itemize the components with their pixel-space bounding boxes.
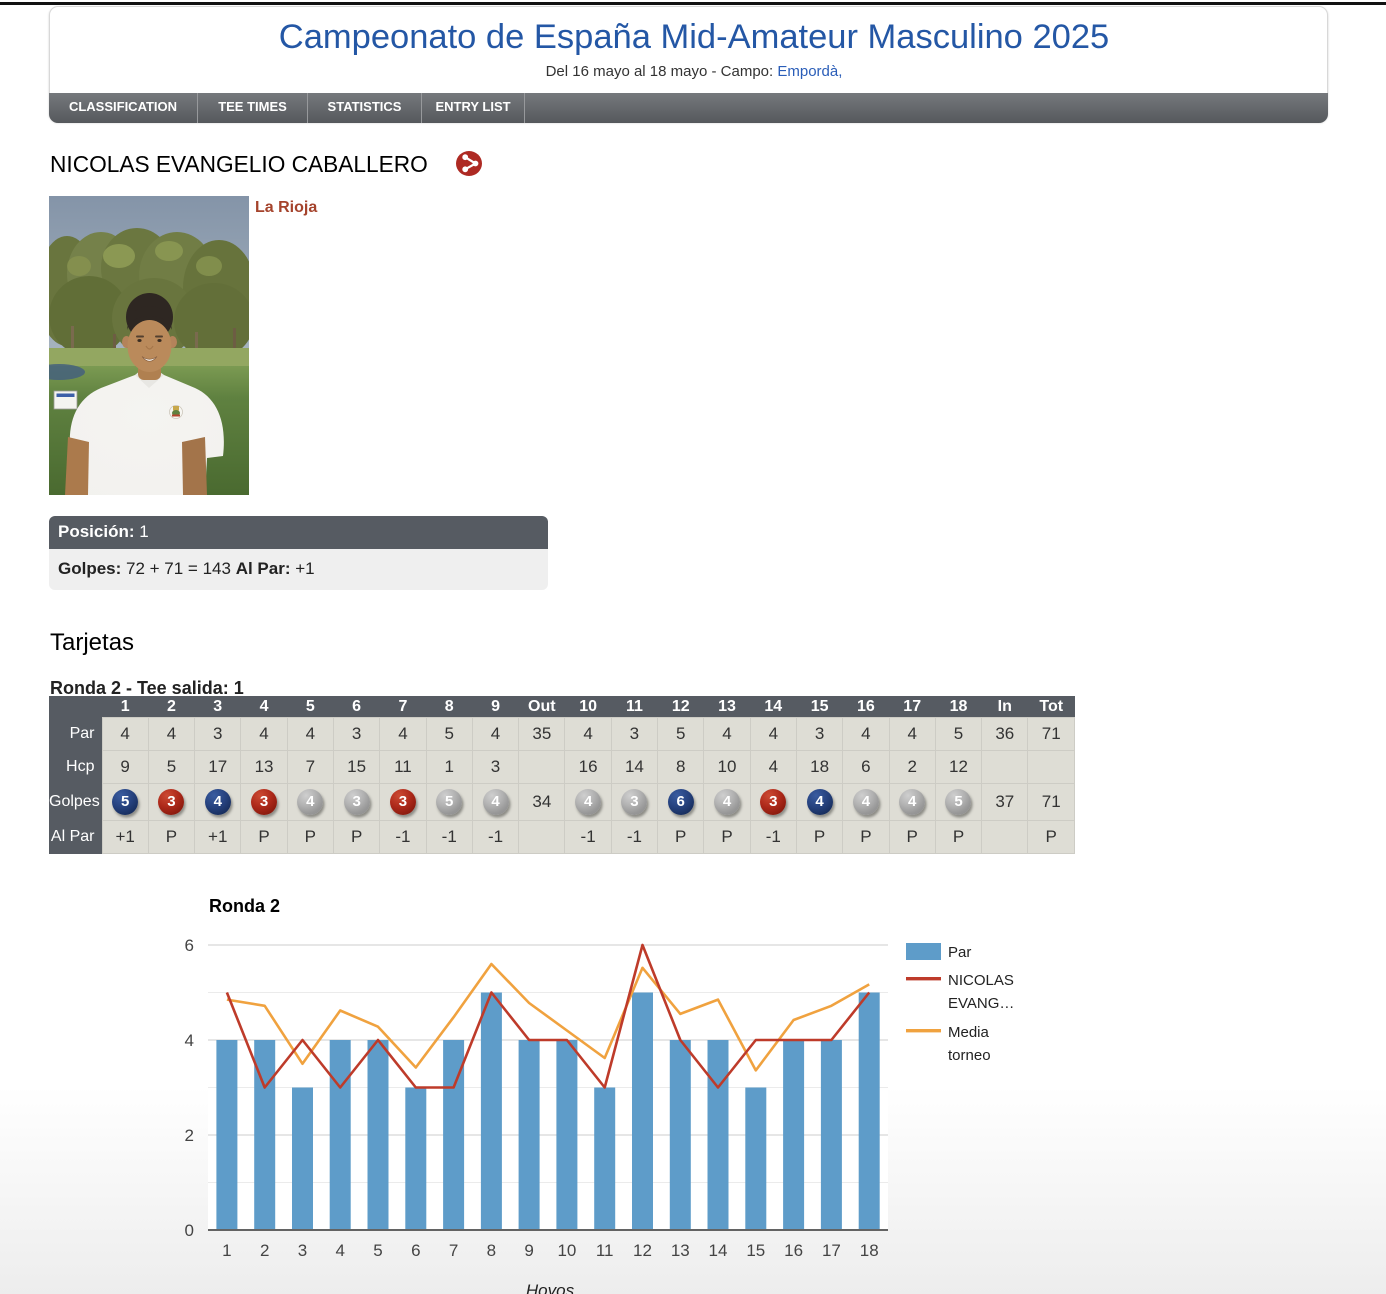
svg-text:17: 17 <box>822 1241 841 1260</box>
svg-text:16: 16 <box>784 1241 803 1260</box>
svg-text:11: 11 <box>596 1241 614 1260</box>
svg-text:0: 0 <box>185 1221 194 1240</box>
svg-text:12: 12 <box>633 1241 652 1260</box>
svg-text:2: 2 <box>185 1126 194 1145</box>
svg-text:torneo: torneo <box>948 1047 991 1064</box>
svg-text:9: 9 <box>524 1241 533 1260</box>
svg-text:15: 15 <box>746 1241 765 1260</box>
svg-text:10: 10 <box>557 1241 576 1260</box>
svg-text:8: 8 <box>487 1241 496 1260</box>
svg-text:Media: Media <box>948 1024 990 1041</box>
svg-text:NICOLAS: NICOLAS <box>948 972 1014 989</box>
svg-text:Hoyos: Hoyos <box>526 1281 575 1294</box>
svg-text:EVANG…: EVANG… <box>948 995 1014 1012</box>
svg-text:Ronda 2: Ronda 2 <box>209 896 280 916</box>
svg-text:6: 6 <box>411 1241 420 1260</box>
svg-text:5: 5 <box>373 1241 382 1260</box>
svg-text:6: 6 <box>185 936 194 955</box>
svg-text:1: 1 <box>222 1241 231 1260</box>
svg-text:18: 18 <box>860 1241 879 1260</box>
svg-text:14: 14 <box>709 1241 728 1260</box>
svg-text:Par: Par <box>948 944 971 961</box>
svg-text:3: 3 <box>298 1241 307 1260</box>
svg-text:13: 13 <box>671 1241 690 1260</box>
svg-text:2: 2 <box>260 1241 269 1260</box>
svg-text:7: 7 <box>449 1241 458 1260</box>
svg-text:4: 4 <box>335 1241 344 1260</box>
svg-text:4: 4 <box>185 1031 194 1050</box>
